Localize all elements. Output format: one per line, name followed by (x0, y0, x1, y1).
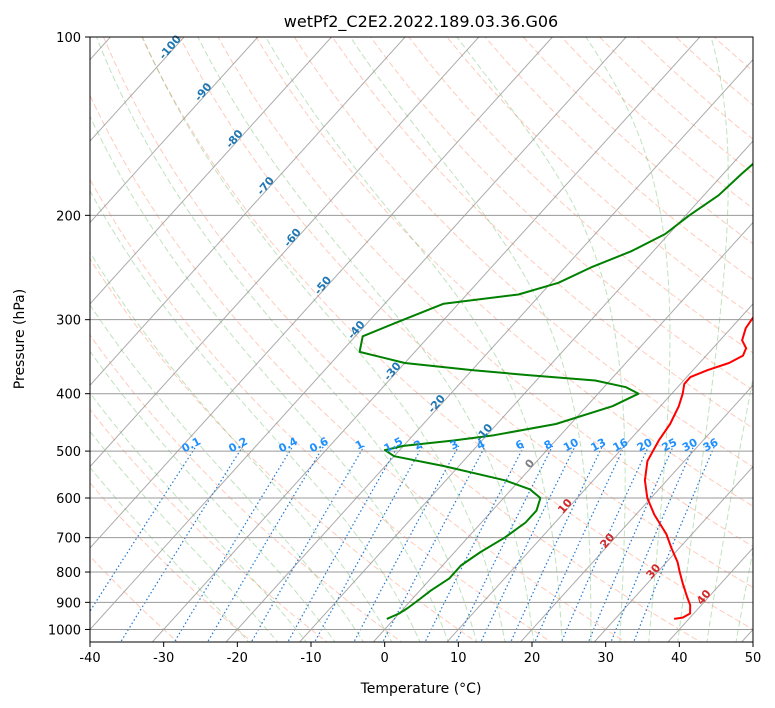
y-tick-label: 200 (56, 209, 81, 224)
isotherm-line (151, 37, 701, 642)
x-tick-label: -40 (79, 651, 100, 666)
mixing-ratio-line (353, 445, 460, 642)
mixing-ratio-line (510, 445, 604, 642)
x-tick-label: -10 (300, 651, 321, 666)
isotherm-line (90, 37, 185, 142)
mixing-ratio-line (250, 445, 365, 642)
mixing-ratio-line (480, 445, 576, 642)
moist-adiabat-line (585, 37, 671, 642)
mixing-ratio-label: 36 (701, 436, 721, 455)
y-tick-label: 800 (56, 566, 81, 581)
dry-adiabat-line (293, 37, 753, 468)
moist-adiabat-line (456, 37, 626, 642)
isotherm-line (372, 221, 753, 642)
mixing-ratio-line (382, 445, 486, 642)
axes: -40 -30 -20 -10 0 10 20 30 40 50 100 200 300 400 500 60… (48, 31, 761, 666)
moist-adiabat-line (677, 37, 729, 642)
isotherm-line (90, 37, 333, 305)
data-series (358, 162, 753, 620)
mixing-ratio-line (633, 445, 716, 642)
x-tick-label: 0 (381, 651, 389, 666)
y-tick-label: 400 (56, 388, 81, 403)
dry-adiabat-line (179, 37, 753, 589)
x-tick-label: -20 (227, 651, 248, 666)
mixing-ratio-line (173, 445, 294, 642)
y-tick-label: 900 (56, 596, 81, 611)
x-tick-label: 20 (524, 651, 541, 666)
plot-frame (89, 36, 754, 643)
mixing-ratio-line (455, 445, 554, 642)
y-tick-label: 700 (56, 532, 81, 547)
moist-adiabat-line (96, 37, 478, 642)
isotherm-line (90, 37, 627, 631)
mixing-ratio-label: 25 (660, 436, 680, 455)
dewpoint-profile-line (358, 162, 753, 620)
x-tick-label: 30 (597, 651, 614, 666)
isotherm-line (593, 465, 753, 642)
x-axis-title: Temperature (°C) (360, 681, 482, 697)
isotherm-line (90, 37, 406, 386)
moist-adiabat-line (197, 37, 535, 642)
x-tick-label: 40 (671, 651, 688, 666)
x-tick-label: 10 (450, 651, 467, 666)
dry-adiabat-line (255, 37, 753, 507)
moist-adiabat-line (265, 37, 563, 642)
isotherm-line (446, 303, 753, 642)
isotherm-line (519, 384, 753, 642)
dry-adiabat-line (370, 37, 753, 391)
dry-adiabat-line (408, 37, 753, 354)
temperature-profile-line (643, 315, 753, 620)
mixing-ratio-label: 30 (680, 436, 700, 455)
y-tick-label: 1000 (48, 623, 81, 638)
dry-adiabat-line (217, 37, 753, 548)
chart-title: wetPf2_C2E2.2022.189.03.36.G06 (284, 12, 558, 32)
mixing-ratio-line (119, 445, 244, 642)
y-tick-label: 500 (56, 445, 81, 460)
y-axis-title: Pressure (hPa) (12, 289, 28, 389)
isotherm-line (225, 58, 753, 642)
mixing-ratio-label: 16 (611, 436, 631, 455)
isotherm-line (90, 37, 480, 468)
y-tick-label: 100 (56, 31, 81, 46)
x-tick-label: -30 (153, 651, 174, 666)
mixing-ratio-line (287, 445, 399, 642)
mixing-ratio-line (534, 445, 626, 642)
mixing-ratio-line (206, 445, 325, 642)
background-lines (90, 37, 753, 642)
x-tick-label: 50 (745, 651, 762, 666)
y-tick-label: 300 (56, 314, 81, 329)
moist-adiabat-line (142, 37, 506, 642)
isotherm-line (90, 37, 554, 549)
mixing-ratio-label: 13 (589, 436, 609, 455)
mixing-ratio-label: 20 (635, 436, 655, 455)
isotherm-line (298, 140, 753, 642)
isotherm-line (90, 37, 259, 224)
y-tick-label: 600 (56, 492, 81, 507)
mixing-ratio-label: 10 (561, 436, 581, 455)
